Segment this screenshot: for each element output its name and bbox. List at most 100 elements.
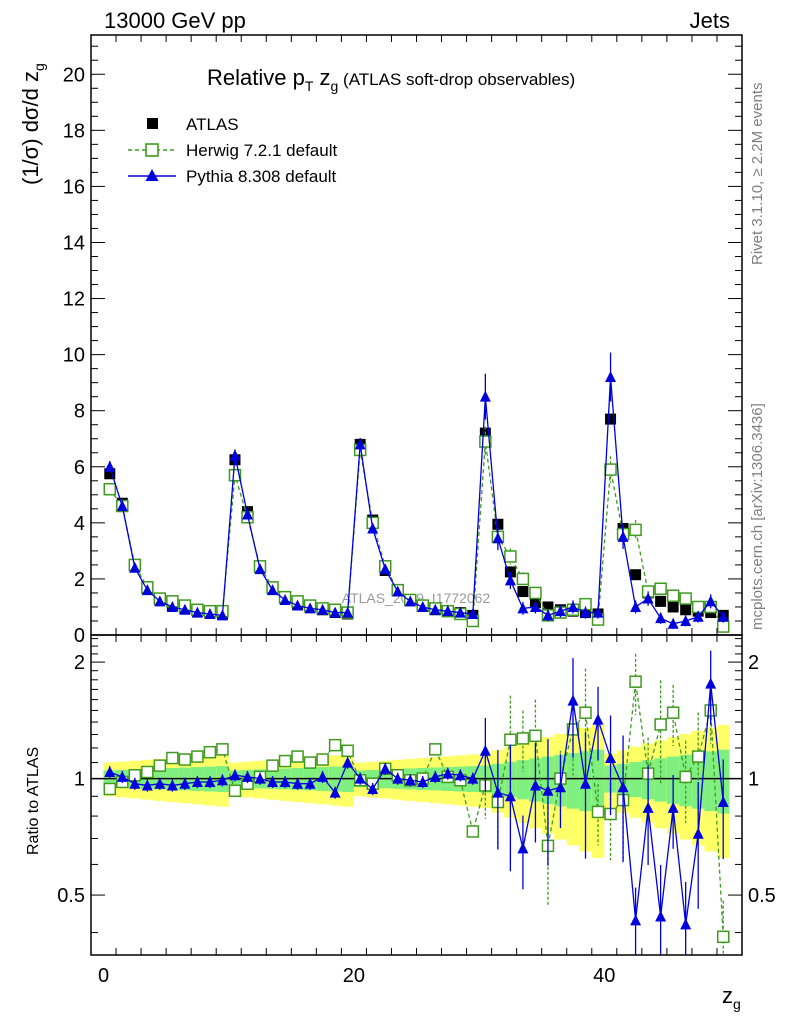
main-ytick-label: 4 [74, 513, 85, 535]
title-sub-t: T [305, 78, 314, 94]
ratio-pythia-point [254, 772, 266, 784]
ratio-pythia-point [542, 784, 554, 796]
pythia-point [104, 460, 116, 472]
band-inner [516, 760, 530, 800]
xtick-label: 20 [343, 965, 365, 987]
ratio-pythia-point [229, 769, 241, 781]
ratio-ytick-label-right: 0.5 [748, 885, 776, 907]
pythia-point [404, 595, 416, 607]
atlas-point [517, 586, 529, 598]
ratio-pythia-point [592, 713, 604, 725]
pythia-point [166, 600, 178, 612]
legend-marker-pythia [145, 169, 159, 181]
pythia-point [617, 530, 629, 542]
ratio-pythia-point [580, 777, 592, 789]
pythia-line [109, 377, 724, 625]
title-sub-g: g [331, 78, 339, 94]
ratio-herwig-point [278, 754, 292, 768]
atlas-point [542, 601, 554, 613]
title-paren: (ATLAS soft-drop observables) [338, 70, 575, 89]
pythia-point [655, 612, 667, 624]
main-ytick-label: 12 [63, 289, 85, 311]
herwig-point [504, 550, 517, 563]
pythia-point [367, 522, 379, 534]
ratio-herwig-point [153, 759, 167, 772]
title-var: z [313, 65, 330, 90]
atlas-point [104, 468, 116, 480]
pythia-point [717, 610, 729, 622]
main-ytick-label: 16 [63, 176, 85, 198]
pythia-point [141, 584, 153, 596]
herwig-point [716, 620, 730, 633]
ratio-pythia-point [279, 775, 291, 787]
herwig-point [479, 435, 492, 448]
band-inner [566, 753, 580, 809]
ratio-pythia-point [630, 914, 642, 926]
main-ytick-label: 20 [63, 64, 85, 86]
band-inner [629, 761, 642, 798]
pythia-point [580, 606, 592, 618]
herwig-point [666, 589, 680, 602]
ratio-herwig-point [429, 743, 442, 756]
pythia-point [529, 600, 541, 612]
ratio-pythia-point [379, 762, 391, 774]
xlabel-sub: g [733, 996, 741, 1012]
ratio-pythia-point [717, 795, 729, 807]
ratio-herwig-point [141, 765, 154, 779]
legend-label-atlas: ATLAS [186, 115, 239, 134]
main-ytick-label: 14 [63, 232, 85, 254]
pythia-point [254, 563, 266, 575]
pythia-point [642, 592, 654, 604]
ratio-pythia-point [392, 772, 404, 784]
ratio-ytick-label-left: 1 [74, 769, 85, 791]
pythia-point [241, 508, 253, 520]
atlas-point [492, 518, 504, 530]
ratio-pythia-point [317, 770, 329, 782]
xlabel: zg [722, 983, 741, 1012]
pythia-point [705, 595, 717, 607]
pythia-point [154, 595, 166, 607]
pythia-point [216, 609, 228, 621]
mcplots-label: mcplots.cern.ch [arXiv:1306.3436] [749, 403, 766, 630]
ratio-pythia-point [705, 677, 717, 689]
ratio-pythia-point [479, 744, 491, 756]
pythia-point [354, 438, 366, 450]
ratio-pythia-point [116, 770, 128, 782]
pythia-point [442, 605, 454, 617]
ratio-pythia-point [417, 775, 429, 787]
ratio-pythia-point [129, 777, 141, 789]
herwig-point [679, 592, 692, 605]
atlas-point [630, 569, 642, 581]
ratio-pythia-point [292, 777, 304, 789]
band-inner [591, 749, 605, 814]
ratio-herwig-point [166, 751, 179, 765]
atlas-point [680, 604, 692, 616]
ratio-pythia-point [267, 775, 279, 787]
ratio-herwig-point [691, 750, 705, 763]
ratio-herwig-point [679, 770, 692, 784]
herwig-point [629, 523, 642, 537]
pythia-point [392, 585, 404, 597]
ratio-pythia-point [517, 842, 529, 854]
ratio-herwig-point [216, 743, 229, 756]
ratio-pythia-point [529, 779, 541, 791]
ratio-pythia-point [642, 801, 654, 813]
pythia-point [667, 617, 679, 629]
pythia-point [267, 584, 279, 596]
pythia-point [567, 600, 579, 612]
ratio-pythia-point [354, 772, 366, 784]
ratio-pythia-point [667, 801, 679, 813]
main-ylabel-sub: g [31, 63, 47, 71]
ratio-pythia-point [617, 781, 629, 793]
ratio-herwig-point [228, 784, 242, 798]
plot-title: Relative pT zg (ATLAS soft-drop observab… [207, 65, 575, 94]
ratio-pythia-point [442, 767, 454, 779]
ratio-pythia-point [680, 918, 692, 930]
pythia-point [342, 606, 354, 618]
ratio-pythia-point [166, 779, 178, 791]
ratio-ytick-label-right: 2 [748, 652, 759, 674]
ratio-pythia-point [492, 786, 504, 798]
ratio-ylabel: Ratio to ATLAS [25, 747, 42, 855]
main-ytick-label: 10 [63, 345, 85, 367]
